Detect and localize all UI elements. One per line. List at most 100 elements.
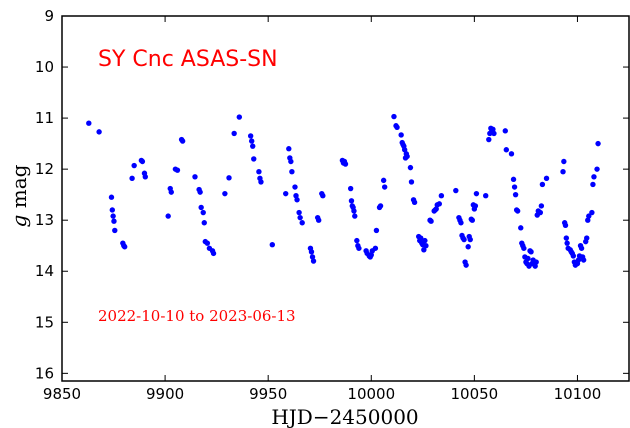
- data-point: [373, 227, 380, 234]
- y-tick-label: 16: [35, 364, 54, 382]
- data-point: [198, 204, 204, 211]
- data-point: [537, 209, 544, 216]
- data-point: [250, 143, 256, 149]
- data-point: [422, 237, 428, 244]
- data-point: [564, 240, 570, 246]
- data-point: [294, 197, 300, 203]
- data-point: [354, 237, 360, 244]
- data-point: [256, 168, 262, 175]
- data-point: [391, 113, 397, 120]
- x-tick-label: 9900: [146, 385, 184, 403]
- data-point: [502, 128, 508, 134]
- data-point: [168, 189, 174, 195]
- data-point: [293, 192, 299, 199]
- data-point: [236, 114, 243, 120]
- y-tick-label: 12: [35, 160, 54, 178]
- data-point: [377, 203, 384, 209]
- y-tick-label: 15: [35, 313, 54, 331]
- data-point: [463, 262, 469, 268]
- data-point: [584, 235, 590, 241]
- data-point: [578, 245, 585, 251]
- data-point: [204, 240, 211, 246]
- data-point: [398, 132, 404, 138]
- data-point: [231, 130, 237, 137]
- data-point: [436, 201, 443, 207]
- chart-title: SY Cnc ASAS-SN: [98, 47, 278, 72]
- data-point: [511, 184, 518, 190]
- data-point: [288, 158, 294, 165]
- data-point: [381, 184, 388, 190]
- x-axis: 9850 9900 9950 10000 10050 10100: [43, 16, 601, 403]
- data-point: [408, 179, 415, 185]
- data-point: [201, 220, 207, 226]
- data-point: [467, 236, 473, 243]
- data-point: [401, 147, 408, 153]
- data-point: [473, 190, 480, 197]
- data-point: [142, 174, 148, 180]
- data-point: [560, 168, 566, 175]
- data-point: [518, 225, 524, 231]
- x-tick-label: 10000: [347, 385, 395, 403]
- data-point: [292, 184, 298, 190]
- data-point: [407, 164, 414, 171]
- x-tick-label: 10050: [451, 385, 499, 403]
- data-point: [595, 140, 601, 147]
- y-tick-label: 9: [44, 7, 54, 25]
- data-point: [514, 208, 521, 214]
- data-point: [411, 199, 418, 206]
- data-point: [174, 167, 181, 173]
- data-point: [594, 166, 600, 172]
- y-axis-label-symbol: g: [7, 215, 31, 228]
- data-point: [283, 190, 289, 197]
- data-point: [210, 250, 217, 257]
- data-point: [352, 213, 358, 219]
- data-point: [428, 218, 434, 224]
- data-point: [580, 257, 587, 263]
- y-axis: 9 10 11 12 13 14 15 16: [35, 7, 629, 382]
- data-point: [347, 185, 354, 192]
- data-point: [197, 189, 203, 195]
- data-point: [465, 244, 471, 250]
- data-point: [368, 252, 374, 258]
- date-range-annotation: 2022-10-10 to 2023-06-13: [98, 307, 296, 325]
- data-point: [469, 217, 476, 223]
- data-point: [222, 190, 228, 197]
- y-axis-label-unit: mag: [7, 164, 31, 214]
- data-point: [483, 192, 489, 199]
- data-point: [508, 151, 515, 157]
- data-point: [421, 247, 427, 253]
- data-point: [538, 203, 545, 209]
- x-tick-label: 9850: [43, 385, 81, 403]
- data-point: [533, 259, 539, 265]
- data-point: [591, 174, 597, 180]
- data-point: [297, 214, 303, 221]
- data-point: [510, 176, 517, 183]
- data-point: [590, 181, 596, 188]
- data-point: [226, 175, 232, 181]
- data-point: [310, 258, 317, 264]
- data-point: [491, 130, 497, 137]
- data-point: [570, 253, 577, 259]
- data-point: [179, 138, 186, 144]
- data-point: [563, 235, 570, 241]
- data-point: [348, 198, 355, 204]
- data-point: [418, 235, 424, 241]
- data-point: [486, 136, 492, 143]
- data-point: [165, 213, 171, 219]
- data-point: [423, 243, 429, 249]
- data-point: [453, 187, 459, 194]
- data-point: [129, 175, 135, 182]
- plot-frame: [61, 15, 630, 382]
- data-point: [438, 192, 445, 199]
- data-point: [86, 120, 92, 126]
- data-point: [433, 206, 439, 212]
- data-point: [109, 207, 116, 213]
- data-point: [200, 209, 206, 216]
- data-point: [490, 126, 496, 133]
- data-point: [372, 245, 379, 251]
- data-point: [139, 158, 146, 165]
- data-point: [458, 220, 464, 226]
- data-point: [342, 161, 349, 167]
- x-tick-label: 10100: [554, 385, 602, 403]
